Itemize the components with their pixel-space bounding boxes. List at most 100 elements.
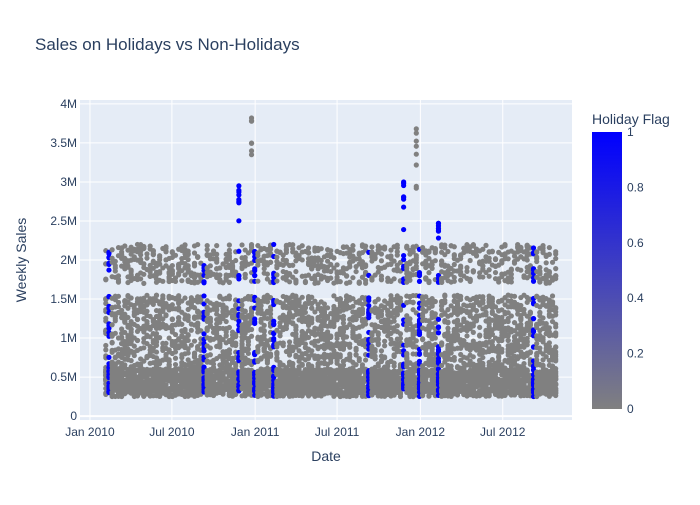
- holiday-point: [236, 199, 241, 204]
- non-holiday-point: [173, 349, 178, 354]
- holiday-point: [436, 317, 441, 322]
- non-holiday-point: [125, 315, 130, 320]
- non-holiday-point: [230, 264, 235, 269]
- non-holiday-point: [414, 253, 419, 258]
- non-holiday-point: [186, 257, 191, 262]
- non-holiday-point: [268, 260, 273, 265]
- non-holiday-point: [360, 362, 365, 367]
- non-holiday-point: [414, 152, 419, 157]
- holiday-point: [417, 279, 422, 284]
- non-holiday-point: [290, 263, 295, 268]
- non-holiday-point: [274, 356, 279, 361]
- non-holiday-point: [224, 305, 229, 310]
- non-holiday-point: [388, 253, 393, 258]
- non-holiday-point: [379, 277, 384, 282]
- non-holiday-point: [227, 325, 232, 330]
- non-holiday-point: [290, 361, 295, 366]
- non-holiday-point: [395, 245, 400, 250]
- non-holiday-point: [233, 340, 238, 345]
- non-holiday-point: [170, 263, 175, 268]
- non-holiday-point: [414, 144, 419, 149]
- non-holiday-point: [341, 314, 346, 319]
- non-holiday-point: [148, 244, 153, 249]
- non-holiday-point: [274, 272, 279, 277]
- holiday-point: [401, 197, 406, 202]
- non-holiday-point: [176, 305, 181, 310]
- non-holiday-point: [249, 119, 254, 124]
- non-holiday-point: [265, 299, 270, 304]
- chart-title: Sales on Holidays vs Non-Holidays: [35, 35, 300, 54]
- non-holiday-point: [300, 295, 305, 300]
- non-holiday-point: [445, 320, 450, 325]
- non-holiday-point: [110, 340, 115, 345]
- non-holiday-point: [217, 342, 222, 347]
- non-holiday-point: [192, 263, 197, 268]
- non-holiday-point: [227, 280, 232, 285]
- non-holiday-point: [265, 271, 270, 276]
- non-holiday-point: [113, 316, 118, 321]
- non-holiday-point: [274, 278, 279, 283]
- non-holiday-point: [439, 340, 444, 345]
- non-holiday-point: [430, 266, 435, 271]
- non-holiday-point: [205, 247, 210, 252]
- non-holiday-point: [445, 249, 450, 254]
- non-holiday-point: [170, 327, 175, 332]
- non-holiday-point: [227, 351, 232, 356]
- non-holiday-point: [249, 242, 254, 247]
- non-holiday-point: [347, 341, 352, 346]
- holiday-point: [436, 347, 441, 352]
- non-holiday-point: [173, 253, 178, 258]
- non-holiday-point: [338, 279, 343, 284]
- non-holiday-point: [376, 340, 381, 345]
- non-holiday-point: [214, 252, 219, 257]
- non-holiday-point: [268, 353, 273, 358]
- non-holiday-point: [284, 247, 289, 252]
- non-holiday-point: [350, 275, 355, 280]
- non-holiday-point: [392, 354, 397, 359]
- non-holiday-point: [379, 348, 384, 353]
- non-holiday-point: [382, 343, 387, 348]
- non-holiday-point: [129, 295, 134, 300]
- non-holiday-point: [239, 242, 244, 247]
- non-holiday-point: [208, 263, 213, 268]
- non-holiday-point: [224, 319, 229, 324]
- non-holiday-point: [452, 355, 457, 360]
- non-holiday-point: [262, 323, 267, 328]
- non-holiday-point: [376, 297, 381, 302]
- non-holiday-point: [151, 252, 156, 257]
- non-holiday-point: [287, 279, 292, 284]
- non-holiday-point: [369, 244, 374, 249]
- non-holiday-point: [376, 330, 381, 335]
- holiday-point: [401, 183, 406, 188]
- non-holiday-point: [455, 318, 460, 323]
- non-holiday-point: [306, 245, 311, 250]
- non-holiday-point: [404, 266, 409, 271]
- non-holiday-point: [192, 338, 197, 343]
- non-holiday-point: [373, 353, 378, 358]
- non-holiday-point: [113, 259, 118, 264]
- holiday-point: [201, 280, 206, 285]
- non-holiday-point: [350, 304, 355, 309]
- non-holiday-point: [328, 360, 333, 365]
- non-holiday-point: [119, 252, 124, 257]
- non-holiday-point: [452, 244, 457, 249]
- non-holiday-point: [281, 340, 286, 345]
- non-holiday-point: [135, 338, 140, 343]
- non-holiday-point: [214, 307, 219, 312]
- holiday-point: [236, 276, 241, 281]
- holiday-point: [417, 270, 422, 275]
- non-holiday-point: [433, 299, 438, 304]
- non-holiday-point: [303, 280, 308, 285]
- non-holiday-point: [233, 258, 238, 263]
- non-holiday-point: [398, 331, 403, 336]
- non-holiday-point: [306, 250, 311, 255]
- holiday-point: [436, 330, 441, 335]
- non-holiday-point: [296, 300, 301, 305]
- non-holiday-point: [452, 279, 457, 284]
- non-holiday-point: [227, 296, 232, 301]
- non-holiday-point: [141, 281, 146, 286]
- non-holiday-point: [319, 246, 324, 251]
- holiday-point: [252, 268, 257, 273]
- non-holiday-point: [141, 272, 146, 277]
- holiday-point: [401, 227, 406, 232]
